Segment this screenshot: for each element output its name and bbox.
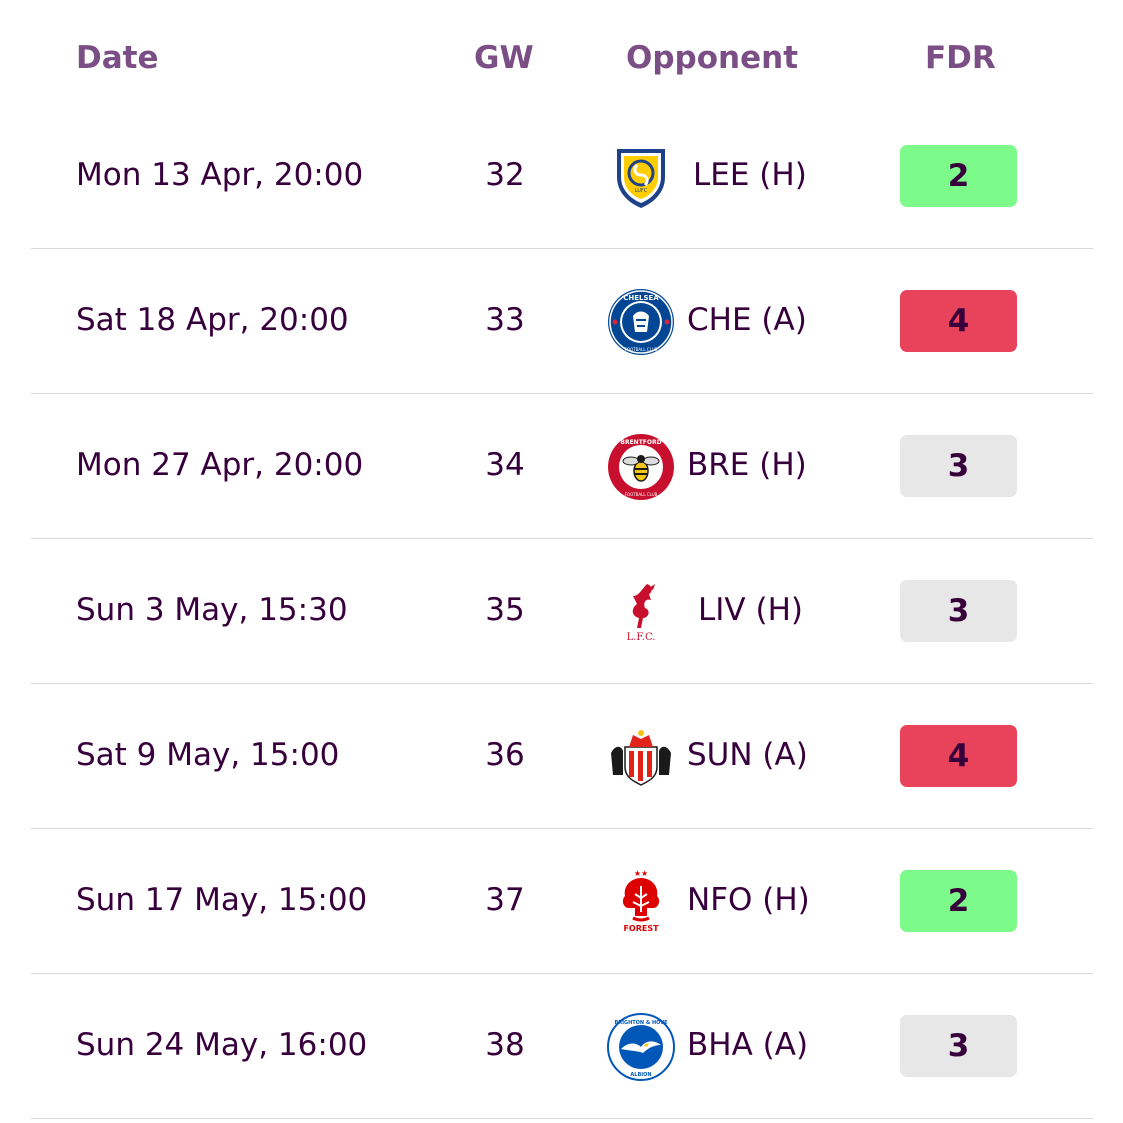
table-header: Date GW Opponent FDR bbox=[0, 0, 1123, 110]
fixture-opponent: NFO (H) bbox=[687, 882, 810, 918]
chelsea-crest-icon: CHELSEA FOOTBALL CLUB bbox=[608, 289, 674, 355]
liverpool-crest-lettering: L.F.C. bbox=[627, 632, 656, 643]
brighton-crest-bottom-lettering: ALBION bbox=[630, 1072, 651, 1078]
fixture-row[interactable]: Sun 24 May, 16:00 38 BRIGHTON & HOVE ALB… bbox=[31, 973, 1093, 1119]
fdr-badge: 3 bbox=[900, 435, 1017, 497]
fixture-gameweek: 35 bbox=[485, 592, 525, 628]
fixture-row[interactable]: Sun 17 May, 15:00 37 ★★ FOREST NFO (H) 2 bbox=[31, 828, 1093, 974]
forest-crest-icon: ★★ FOREST bbox=[622, 869, 659, 933]
brighton-crest-icon: BRIGHTON & HOVE ALBION bbox=[607, 1013, 675, 1081]
fdr-badge: 4 bbox=[900, 290, 1017, 352]
fixture-date: Sat 18 Apr, 20:00 bbox=[76, 302, 349, 338]
fixture-row[interactable]: Mon 27 Apr, 20:00 34 BRENTFORD FOOTBALL … bbox=[31, 393, 1093, 539]
opponent-column-header: Opponent bbox=[626, 40, 799, 76]
leeds-crest-lettering: LUFC bbox=[635, 188, 648, 194]
fixture-gameweek: 38 bbox=[485, 1027, 525, 1063]
gameweek-column-header: GW bbox=[474, 40, 534, 76]
fixture-opponent: SUN (A) bbox=[687, 737, 808, 773]
fixture-row[interactable]: Sun 3 May, 15:30 35 L.F.C. LIV (H) 3 bbox=[31, 538, 1093, 684]
date-column-header: Date bbox=[76, 40, 159, 76]
fixture-opponent: LIV (H) bbox=[698, 592, 803, 628]
sunderland-crest-icon bbox=[611, 730, 671, 786]
fixture-gameweek: 34 bbox=[485, 447, 525, 483]
fdr-badge: 3 bbox=[900, 580, 1017, 642]
fixture-gameweek: 32 bbox=[485, 157, 525, 193]
brentford-crest-bottom-lettering: FOOTBALL CLUB bbox=[625, 492, 658, 497]
fdr-column-header: FDR bbox=[925, 40, 996, 76]
chelsea-crest-bottom-lettering: FOOTBALL CLUB bbox=[625, 347, 658, 352]
brentford-crest-top-lettering: BRENTFORD bbox=[620, 439, 661, 446]
leeds-crest-icon: LUFC bbox=[617, 149, 665, 208]
fdr-badge: 4 bbox=[900, 725, 1017, 787]
fixture-gameweek: 33 bbox=[485, 302, 525, 338]
fixture-row[interactable]: Sat 18 Apr, 20:00 33 CHELSEA FOOTBALL CL… bbox=[31, 248, 1093, 394]
fixture-gameweek: 36 bbox=[485, 737, 525, 773]
fdr-badge: 2 bbox=[900, 145, 1017, 207]
brighton-crest-top-lettering: BRIGHTON & HOVE bbox=[614, 1020, 668, 1026]
fixture-opponent: CHE (A) bbox=[687, 302, 807, 338]
fixture-opponent: BRE (H) bbox=[687, 447, 807, 483]
fixture-date: Sun 17 May, 15:00 bbox=[76, 882, 368, 918]
forest-crest-lettering: FOREST bbox=[623, 924, 659, 933]
brentford-crest-icon: BRENTFORD FOOTBALL CLUB bbox=[608, 434, 674, 500]
fixture-date: Mon 13 Apr, 20:00 bbox=[76, 157, 364, 193]
chelsea-crest-top-lettering: CHELSEA bbox=[623, 294, 659, 302]
fixture-gameweek: 37 bbox=[485, 882, 525, 918]
fixture-date: Sat 9 May, 15:00 bbox=[76, 737, 340, 773]
fixture-date: Sun 24 May, 16:00 bbox=[76, 1027, 368, 1063]
liverpool-crest-icon: L.F.C. bbox=[627, 584, 656, 643]
fdr-badge: 3 bbox=[900, 1015, 1017, 1077]
svg-text:★★: ★★ bbox=[634, 869, 648, 878]
fixture-row[interactable]: Mon 13 Apr, 20:00 32 LUFC LEE (H) 2 bbox=[31, 103, 1093, 249]
fixture-date: Sun 3 May, 15:30 bbox=[76, 592, 348, 628]
fixture-date: Mon 27 Apr, 20:00 bbox=[76, 447, 364, 483]
fixture-opponent: BHA (A) bbox=[687, 1027, 809, 1063]
fdr-badge: 2 bbox=[900, 870, 1017, 932]
fixture-opponent: LEE (H) bbox=[693, 157, 807, 193]
fixture-row[interactable]: Sat 9 May, 15:00 36 SUN (A) 4 bbox=[31, 683, 1093, 829]
